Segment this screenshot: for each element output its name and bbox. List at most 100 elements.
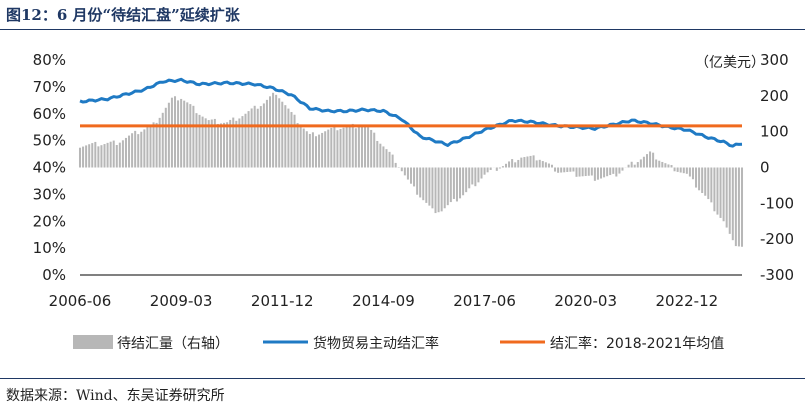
bar [547,163,550,168]
bar [446,167,449,206]
bar [265,99,268,168]
bar [505,163,508,168]
right-tick-label: -300 [760,266,794,284]
bar [615,167,618,177]
bar [201,116,204,168]
bar [131,133,134,168]
bar [652,152,655,168]
bar [618,167,621,174]
bar [247,111,250,168]
bar [281,101,284,168]
source-rule [0,378,805,379]
left-axis: 0% 10% 20% 30% 40% 50% 60% 70% 80% [33,51,66,284]
bar [590,167,593,176]
bar [112,140,115,168]
bar [676,167,679,172]
bar [170,97,173,168]
bar [345,126,348,168]
bar [425,167,428,203]
bar [514,162,517,168]
bar [517,159,520,168]
bar [575,167,578,177]
bar [262,103,265,168]
bar [290,112,293,168]
bar [679,167,682,173]
bar [557,167,560,173]
bar [296,123,299,168]
bar [413,167,416,187]
x-tick-label: 2014-09 [352,292,415,310]
left-tick-label: 40% [33,159,66,177]
bar [452,167,455,199]
bar [103,144,106,168]
bar [740,167,744,247]
bar [655,159,658,168]
bar [698,167,701,191]
bar [164,107,167,168]
bar [532,155,535,168]
bar [437,167,440,213]
bar [710,167,713,203]
bar [94,141,97,168]
left-tick-label: 80% [33,51,66,69]
bar [161,112,164,168]
bar [134,130,137,168]
bar [210,119,213,168]
bar [106,142,109,168]
bar [140,131,143,168]
legend-label-bars: 待结汇量（右轴） [117,336,229,352]
x-axis: 2006-06 2009-03 2011-12 2014-09 2017-06 2020-… [49,292,719,310]
bar [321,132,324,168]
bar [192,105,195,168]
bar [501,166,504,168]
bar [198,114,201,168]
bar [633,164,636,168]
bar [649,151,652,168]
bar [725,167,728,228]
bar [293,114,296,168]
bar [394,162,397,168]
bar [578,167,581,177]
x-tick-label: 2006-06 [49,292,112,310]
bar [541,161,544,168]
bar [235,120,238,168]
left-tick-label: 20% [33,212,66,230]
bar [416,167,419,195]
bar [302,128,305,168]
bar [495,167,498,171]
bar [360,125,363,168]
bar [391,154,394,168]
bar [440,167,443,212]
right-axis: -300 -200 -100 0 100 200 300 [760,51,794,284]
bar [483,167,486,175]
bar [189,104,192,168]
bar [462,167,465,196]
bar [566,167,569,173]
bar [354,128,357,168]
legend-swatch-bars [73,335,113,349]
right-tick-label: 100 [760,123,789,141]
bar [685,167,688,174]
bar [489,167,492,170]
right-tick-label: -100 [760,194,794,212]
bar [121,140,124,168]
bar [330,127,333,168]
bar [645,154,648,168]
bar [459,167,462,199]
bar [661,161,664,168]
bar [85,145,88,168]
title-rule [0,29,805,30]
left-tick-label: 70% [33,78,66,96]
x-tick-label: 2017-06 [453,292,516,310]
bar [731,167,734,241]
bar [118,142,121,168]
bar [498,167,501,169]
right-axis-unit: （亿美元） [695,55,765,71]
bar [670,165,673,168]
bar [667,164,670,168]
bar [673,167,676,172]
bar-series [78,92,744,247]
bar [342,127,345,168]
bar [287,108,290,168]
bar [223,122,226,168]
